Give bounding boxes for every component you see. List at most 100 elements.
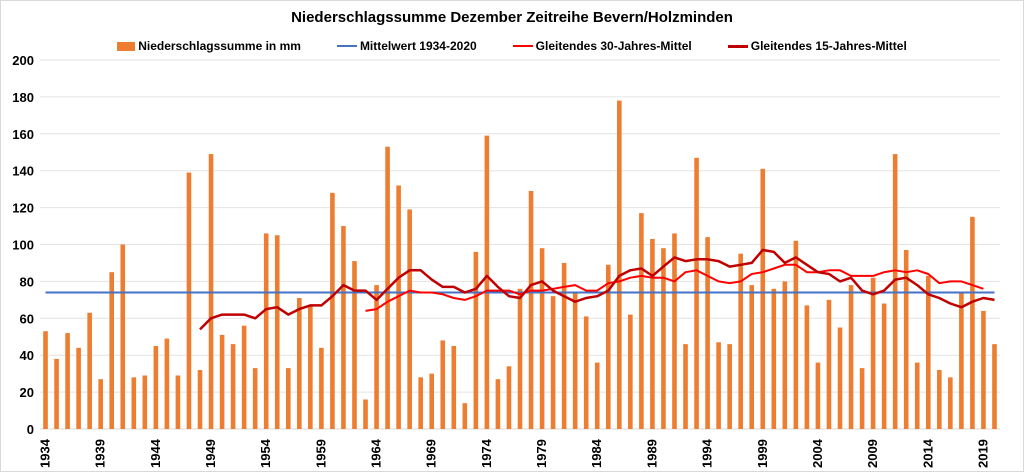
bar [661,248,666,429]
bar [495,379,501,429]
bar [925,275,931,429]
legend-label: Niederschlagssumme in mm [138,39,301,53]
bar [285,368,291,429]
bar [804,305,810,429]
bar [87,312,92,429]
bar [473,251,479,429]
bar [341,226,346,429]
bar [43,331,48,429]
bar [263,233,269,429]
chart-title: Niederschlagssumme Dezember Zeitreihe Be… [291,9,733,26]
bar [683,344,688,429]
bar [528,190,534,429]
bar [54,358,59,429]
bar [981,310,986,429]
bar [650,238,655,429]
bar [484,135,490,429]
bar [550,296,556,429]
bar [230,344,236,429]
bar [782,281,788,429]
bar [109,272,115,429]
x-tick-label: 1939 [93,439,108,468]
bar [539,248,545,429]
x-tick-label: 1989 [644,439,659,468]
legend-swatch-bar [117,41,136,51]
bar [142,375,148,429]
legend-item-precipitation: Niederschlagssumme in mm [117,39,301,53]
bar [274,235,280,429]
bar [418,377,423,429]
x-tick-label: 1964 [369,438,384,468]
x-tick-label: 1944 [148,438,163,468]
y-tick-label: 80 [20,274,34,289]
bar [583,316,589,429]
bar [186,172,192,430]
bar [572,292,578,429]
bar [859,368,865,429]
bar [319,347,324,429]
legend: Niederschlagssumme in mm Mittelwert 1934… [0,39,1024,53]
bar [617,100,622,429]
bar [374,285,379,429]
bar [131,377,137,429]
bar [451,345,457,429]
x-tick-label: 2014 [920,438,935,468]
bar [605,264,611,429]
bar [672,233,677,429]
legend-swatch-line [727,44,748,48]
bar [771,288,777,429]
bar [429,373,435,429]
y-tick-label: 0 [27,422,34,437]
bar [881,303,887,429]
bar [903,250,909,429]
bar [297,298,302,429]
bar [815,362,821,429]
legend-label: Gleitendes 30-Jahres-Mittel [535,39,692,53]
x-tick-label: 2009 [865,439,880,468]
bar [65,333,70,429]
bar [175,375,181,429]
bar [153,345,159,429]
y-tick-label: 40 [20,348,34,363]
bar [506,366,512,429]
legend-item-mean: Mittelwert 1934-2020 [336,39,477,53]
x-tick-label: 1969 [424,439,439,468]
bar [120,244,126,429]
bar [870,277,876,429]
x-tick-label: 1959 [313,439,328,468]
bar [561,262,567,429]
bar [440,340,446,429]
x-tick-label: 2004 [810,438,825,468]
x-tick-label: 1949 [203,439,218,468]
legend-label: Mittelwert 1934-2020 [359,39,477,53]
bar [738,253,743,429]
bar [793,240,799,429]
x-tick-label: 1954 [258,438,273,468]
bar [197,369,203,429]
y-tick-label: 20 [20,385,34,400]
x-tick-label: 1979 [534,439,549,468]
bar [970,216,975,429]
bar [948,377,953,429]
bar [241,325,247,429]
bar [760,168,766,430]
bar [352,261,357,429]
bar [363,399,368,429]
legend-swatch-line [512,45,533,47]
x-tick-label: 1999 [755,439,770,468]
bar [407,209,412,429]
bar [76,347,81,429]
y-tick-label: 200 [12,53,34,68]
bar [749,285,755,429]
bar [252,368,258,429]
bar [462,403,468,429]
bar [727,344,732,429]
y-tick-label: 160 [12,127,34,142]
legend-item-15yr: Gleitendes 15-Jahres-Mittel [727,39,907,53]
bar [594,362,600,429]
bar [639,213,644,429]
bar [330,192,335,429]
bar [837,327,843,429]
y-tick-label: 60 [20,311,34,326]
